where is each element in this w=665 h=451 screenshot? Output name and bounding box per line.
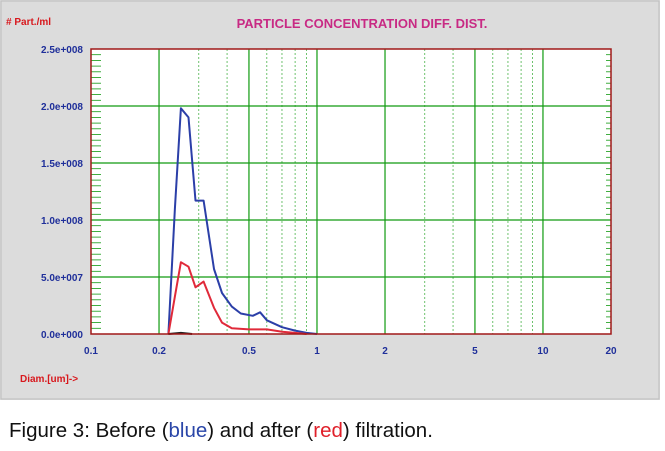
caption-prefix: Figure 3: Before ( (9, 419, 169, 442)
chart: PARTICLE CONCENTRATION DIFF. DIST. # Par… (0, 0, 660, 400)
plot-border (90, 48, 612, 335)
y-tick-labels: 0.0e+000 5.0e+007 1.0e+008 1.5e+008 2.0e+008… (41, 45, 83, 341)
x-tick-label: 0.2 (152, 346, 166, 357)
x-tick-label: 0.5 (242, 346, 256, 357)
x-tick-labels: 0.1 0.2 0.5 1 2 5 10 20 (84, 346, 617, 357)
x-tick-label: 1 (314, 346, 320, 357)
caption-suffix: ) filtration. (342, 419, 433, 442)
y-tick-label: 1.0e+008 (41, 216, 83, 227)
x-tick-label: 2 (382, 346, 388, 357)
chart-title: PARTICLE CONCENTRATION DIFF. DIST. (237, 16, 488, 31)
series-line (167, 261, 307, 335)
x-axis-label: Diam.[um]-> (20, 374, 78, 385)
x-tick-label: 10 (537, 346, 549, 357)
x-tick-label: 0.1 (84, 346, 98, 357)
y-tick-label: 2.5e+008 (41, 45, 83, 56)
y-tick-label: 0.0e+000 (41, 330, 83, 341)
chart-panel: PARTICLE CONCENTRATION DIFF. DIST. # Par… (0, 0, 660, 400)
y-tick-label: 2.0e+008 (41, 102, 83, 113)
caption-after-word: red (313, 419, 343, 442)
panel-frame (0, 0, 660, 400)
caption-before-word: blue (168, 419, 208, 442)
y-axis-label: # Part./ml (6, 17, 51, 28)
figure-caption: Figure 3: Before (blue) and after (red) … (9, 419, 433, 443)
y-tick-label: 1.5e+008 (41, 159, 83, 170)
plot-area (91, 49, 611, 334)
caption-middle: ) and after ( (207, 419, 314, 442)
y-tick-label: 5.0e+007 (41, 273, 83, 284)
x-tick-label: 5 (472, 346, 478, 357)
x-tick-label: 20 (605, 346, 617, 357)
series-line (167, 107, 318, 335)
